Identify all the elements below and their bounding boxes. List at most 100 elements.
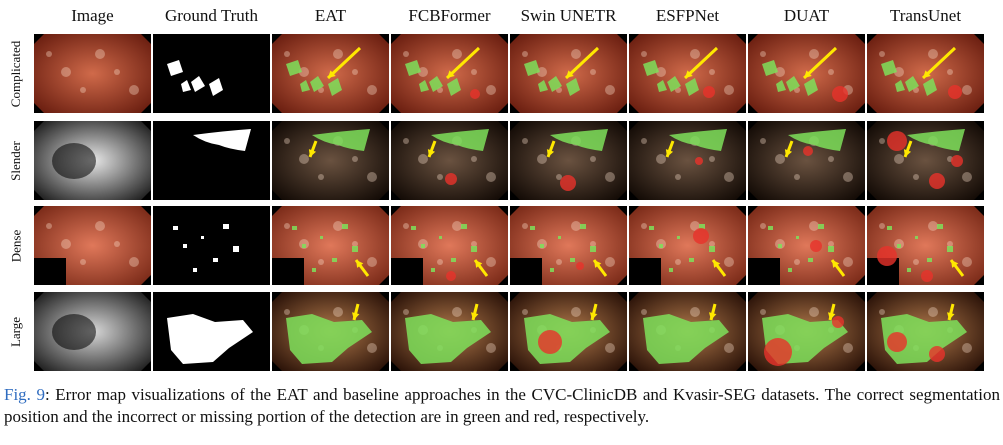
ground-truth-mask bbox=[193, 129, 251, 151]
texture-spot bbox=[794, 174, 800, 180]
arrow-head bbox=[427, 149, 436, 157]
correct-region bbox=[937, 224, 943, 229]
tile-large-ground-truth bbox=[153, 292, 270, 371]
texture-spot bbox=[333, 49, 343, 59]
correct-region bbox=[786, 76, 800, 92]
error-region bbox=[695, 157, 703, 165]
error-region bbox=[703, 86, 715, 98]
correct-region bbox=[300, 80, 310, 92]
tile-graphic bbox=[748, 34, 865, 113]
error-region bbox=[810, 240, 822, 252]
texture-spot bbox=[418, 154, 428, 164]
correct-region bbox=[461, 224, 467, 229]
row-label-dense: Dense bbox=[8, 229, 23, 262]
texture-spot bbox=[724, 257, 734, 267]
correct-region bbox=[310, 76, 324, 92]
texture-spot bbox=[452, 49, 462, 59]
arrow-head bbox=[903, 149, 912, 157]
correct-region bbox=[429, 76, 443, 92]
correct-region bbox=[451, 258, 456, 262]
tile-graphic bbox=[34, 292, 151, 371]
error-region bbox=[929, 346, 945, 362]
arrow-shaft bbox=[921, 46, 957, 80]
tile-graphic bbox=[748, 292, 865, 371]
tile-graphic bbox=[510, 34, 627, 113]
black-corner bbox=[748, 258, 780, 285]
tile-graphic bbox=[867, 121, 984, 200]
correct-region bbox=[709, 246, 715, 252]
column-header-duat: DUAT bbox=[783, 6, 830, 25]
texture-spot bbox=[571, 221, 581, 231]
texture-spot bbox=[352, 69, 358, 75]
arrow-head bbox=[923, 70, 931, 78]
texture-spot bbox=[46, 51, 52, 57]
correct-region bbox=[286, 60, 302, 76]
black-corner bbox=[391, 258, 423, 285]
error-region bbox=[764, 338, 792, 366]
texture-spot bbox=[284, 223, 290, 229]
tile-graphic bbox=[272, 34, 389, 113]
correct-region bbox=[905, 76, 919, 92]
lumen-shadow bbox=[52, 143, 96, 179]
correct-region bbox=[881, 60, 897, 76]
texture-spot bbox=[129, 85, 139, 95]
tile-slender-fcbformer bbox=[391, 121, 508, 200]
error-region bbox=[887, 131, 907, 151]
correct-region bbox=[762, 60, 778, 76]
texture-spot bbox=[403, 223, 409, 229]
texture-spot bbox=[724, 172, 734, 182]
tile-large-esfpnet bbox=[629, 292, 746, 371]
figure-caption-label: Fig. 9 bbox=[4, 385, 45, 404]
texture-spot bbox=[760, 51, 766, 57]
tile-slender-esfpnet bbox=[629, 121, 746, 200]
texture-spot bbox=[641, 51, 647, 57]
tile-graphic bbox=[629, 121, 746, 200]
tile-slender-duat bbox=[748, 121, 865, 200]
arrow-head bbox=[566, 70, 574, 78]
texture-spot bbox=[80, 259, 86, 265]
texture-spot bbox=[962, 257, 972, 267]
tile-graphic bbox=[510, 121, 627, 200]
texture-spot bbox=[571, 307, 581, 317]
arrow-head bbox=[589, 312, 598, 320]
texture-spot bbox=[590, 241, 596, 247]
tile-graphic bbox=[153, 292, 270, 371]
texture-spot bbox=[828, 241, 834, 247]
texture-spot bbox=[690, 221, 700, 231]
texture-spot bbox=[352, 241, 358, 247]
texture-spot bbox=[299, 67, 309, 77]
correct-region bbox=[768, 226, 773, 230]
correct-region bbox=[669, 129, 727, 151]
tile-large-eat bbox=[272, 292, 389, 371]
tile-large-fcbformer bbox=[391, 292, 508, 371]
correct-region bbox=[677, 236, 680, 239]
ground-truth-mask bbox=[173, 226, 178, 230]
correct-region bbox=[788, 268, 792, 272]
row-label-large: Large bbox=[8, 316, 24, 347]
texture-spot bbox=[913, 174, 919, 180]
texture-spot bbox=[486, 172, 496, 182]
ground-truth-mask bbox=[183, 244, 187, 248]
texture-spot bbox=[913, 259, 919, 265]
tile-slender-image bbox=[34, 121, 151, 200]
correct-region bbox=[431, 129, 489, 151]
black-corner bbox=[34, 258, 66, 285]
arrow-head bbox=[475, 260, 483, 268]
tile-graphic bbox=[391, 206, 508, 285]
ground-truth-mask bbox=[201, 236, 204, 239]
texture-spot bbox=[879, 51, 885, 57]
error-region bbox=[470, 89, 480, 99]
mask-background bbox=[153, 206, 270, 285]
correct-region bbox=[788, 129, 846, 151]
correct-region bbox=[302, 244, 306, 248]
arrow-head bbox=[665, 149, 674, 157]
arrow-head bbox=[784, 149, 793, 157]
correct-region bbox=[312, 129, 370, 151]
correct-region bbox=[667, 76, 681, 92]
texture-spot bbox=[284, 138, 290, 144]
texture-spot bbox=[947, 69, 953, 75]
texture-spot bbox=[556, 259, 562, 265]
texture-spot bbox=[471, 156, 477, 162]
correct-region bbox=[915, 236, 918, 239]
tile-slender-swin-unetr bbox=[510, 121, 627, 200]
